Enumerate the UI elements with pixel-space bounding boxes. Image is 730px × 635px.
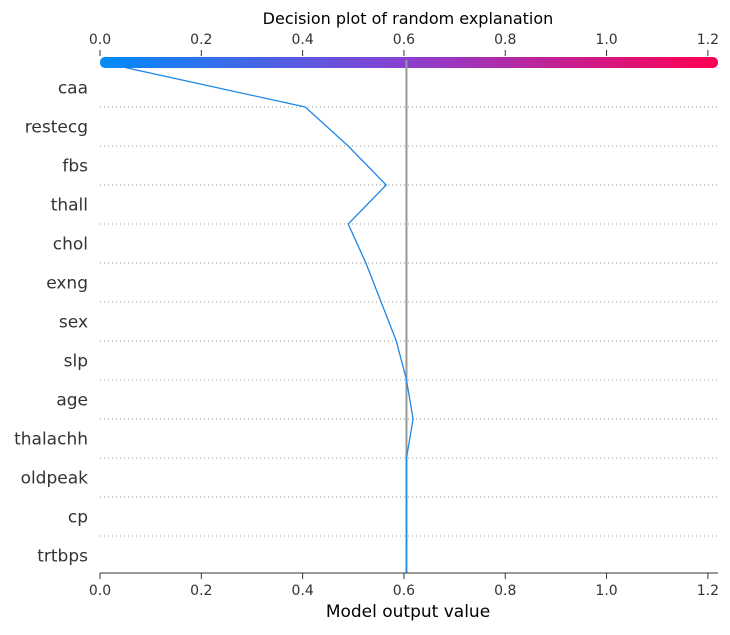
feature-labels: caa restecg fbs thall chol exng sex slp age thala… (14, 79, 88, 567)
feature-label: slp (64, 352, 88, 372)
feature-label: restecg (25, 118, 88, 138)
bottom-tick-label: 0.8 (494, 583, 516, 599)
colorbar (100, 57, 718, 68)
feature-label: oldpeak (21, 469, 89, 489)
top-tick-label: 0.2 (190, 32, 212, 48)
bottom-tick-label: 0.6 (393, 583, 415, 599)
feature-label: thalachh (14, 430, 88, 450)
row-gridlines (100, 106, 718, 537)
feature-label: exng (46, 274, 88, 294)
feature-label: age (56, 391, 88, 411)
decision-path-line (99, 61, 414, 573)
top-tick-label: 0.4 (291, 32, 313, 48)
feature-label: fbs (62, 157, 88, 177)
bottom-x-axis: 0.0 0.2 0.4 0.6 0.8 1.0 1.2 (89, 573, 719, 599)
feature-label: trtbps (37, 547, 88, 567)
top-x-axis: 0.0 0.2 0.4 0.6 0.8 1.0 1.2 (89, 32, 719, 56)
x-axis-label: Model output value (326, 602, 490, 622)
feature-label: caa (58, 79, 88, 99)
bottom-tick-label: 0.2 (190, 583, 212, 599)
top-tick-label: 1.2 (697, 32, 719, 48)
feature-label: cp (68, 508, 88, 528)
feature-label: chol (53, 235, 88, 255)
feature-label: sex (59, 313, 88, 333)
top-tick-label: 0.0 (89, 32, 111, 48)
feature-label: thall (51, 196, 88, 216)
top-tick-label: 0.6 (393, 32, 415, 48)
bottom-tick-label: 1.0 (595, 583, 617, 599)
bottom-tick-label: 1.2 (697, 583, 719, 599)
top-tick-label: 1.0 (595, 32, 617, 48)
chart-title: Decision plot of random explanation (263, 9, 554, 28)
top-tick-label: 0.8 (494, 32, 516, 48)
bottom-tick-label: 0.0 (89, 583, 111, 599)
bottom-tick-label: 0.4 (291, 583, 313, 599)
